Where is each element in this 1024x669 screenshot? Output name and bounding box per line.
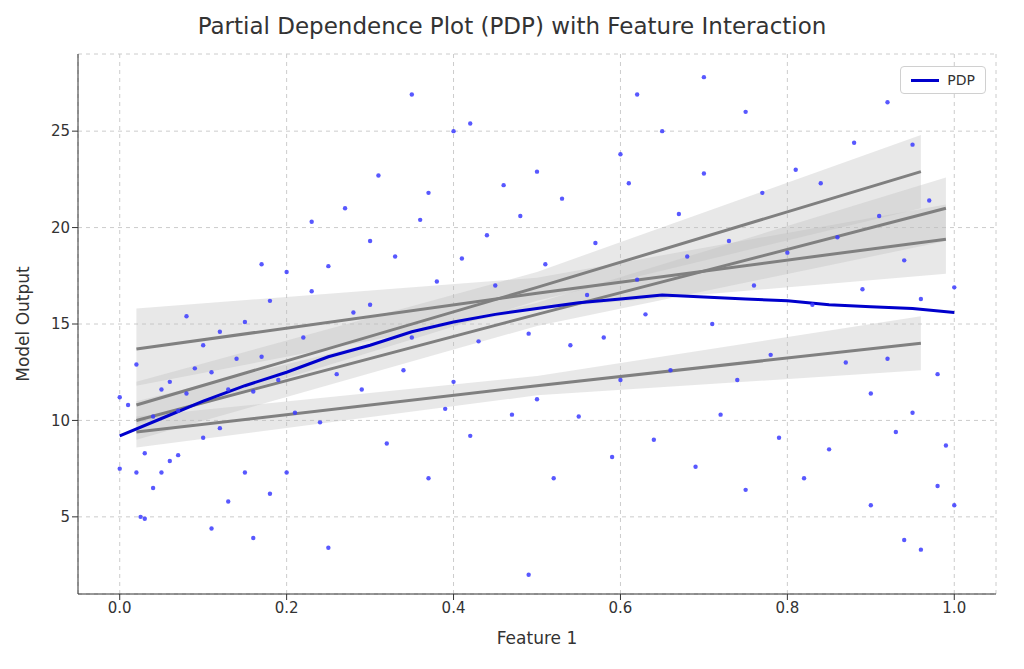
svg-text:20: 20 bbox=[51, 219, 70, 237]
html-text:Partial Dependence Plot (PDP): Partial Dependence Plot (PDP) with Featu… bbox=[197, 13, 827, 39]
svg-text:0.2: 0.2 bbox=[275, 599, 299, 617]
svg-text:Model Output: Model Output bbox=[13, 266, 33, 382]
svg-text:0.4: 0.4 bbox=[442, 599, 466, 617]
svg-text:25: 25 bbox=[51, 122, 70, 140]
svg-text:Feature 1: Feature 1 bbox=[497, 628, 577, 648]
svg-text:15: 15 bbox=[51, 315, 70, 333]
svg-text:0.0: 0.0 bbox=[108, 599, 132, 617]
html-text:PDP: PDP bbox=[947, 72, 975, 88]
svg-text:1.0: 1.0 bbox=[942, 599, 966, 617]
svg-text:0.6: 0.6 bbox=[609, 599, 633, 617]
svg-text:0.8: 0.8 bbox=[775, 599, 799, 617]
svg-text:10: 10 bbox=[51, 412, 70, 430]
svg-text:5: 5 bbox=[60, 508, 70, 526]
